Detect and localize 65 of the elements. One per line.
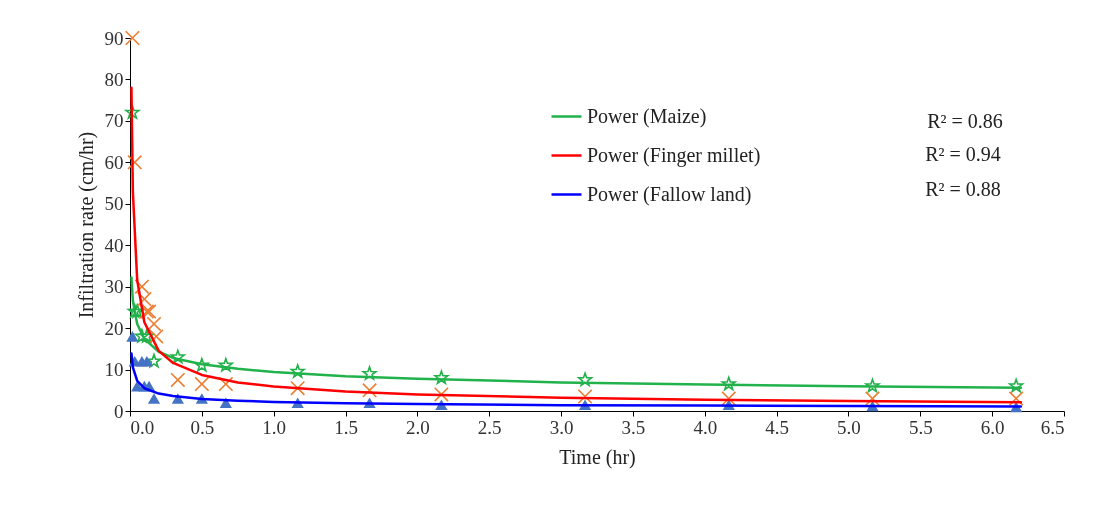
point xyxy=(127,154,143,170)
y-tick-label: 50 xyxy=(104,193,124,215)
point xyxy=(147,393,161,404)
legend-label: Power (Fallow land) xyxy=(587,182,752,206)
y-tick-label: 70 xyxy=(104,110,124,132)
x-tick-label: 6.0 xyxy=(980,416,1005,438)
point xyxy=(290,364,305,378)
point xyxy=(1008,378,1024,393)
x-axis-title: Time (hr) xyxy=(559,445,636,469)
point xyxy=(290,380,306,396)
point xyxy=(864,391,880,407)
legend-label: Power (Maize) xyxy=(587,104,707,128)
x-tick-label: 5.0 xyxy=(837,416,861,438)
x-tick-label: 2.5 xyxy=(477,416,502,438)
y-tick-label: 80 xyxy=(104,68,124,90)
point xyxy=(170,349,186,364)
annotation: R² = 0.88 xyxy=(925,178,1001,200)
y-tick-label: 10 xyxy=(104,359,124,381)
x-tick-label: 1.0 xyxy=(262,416,287,438)
point xyxy=(139,328,154,343)
point xyxy=(194,376,210,392)
point xyxy=(126,331,139,342)
y-tick-label: 0 xyxy=(114,400,124,422)
point xyxy=(721,376,736,391)
y-tick-label: 90 xyxy=(104,27,124,49)
legend-label: Power (Finger millet) xyxy=(587,143,761,167)
point xyxy=(124,30,140,46)
y-tick-label: 20 xyxy=(104,317,124,339)
x-tick-label: 3.0 xyxy=(549,416,574,438)
x-tick-label: 2.0 xyxy=(406,416,430,438)
y-tick-label: 30 xyxy=(104,276,124,298)
point xyxy=(362,366,377,380)
point xyxy=(865,378,880,393)
point xyxy=(577,372,593,387)
x-tick-label: 4.5 xyxy=(765,416,789,438)
annotation: R² = 0.86 xyxy=(927,110,1003,132)
x-tick-label: 0.0 xyxy=(130,416,155,438)
point xyxy=(194,357,210,372)
point xyxy=(125,105,140,119)
annotation: R² = 0.94 xyxy=(925,143,1001,165)
point xyxy=(1008,391,1024,407)
y-tick-label: 60 xyxy=(104,151,124,173)
point xyxy=(362,382,378,398)
y-axis-title: Infiltration rate (cm/hr) xyxy=(74,131,98,319)
point xyxy=(218,357,234,372)
x-tick-label: 0.5 xyxy=(190,416,215,438)
x-tick-label: 3.5 xyxy=(621,416,646,438)
point xyxy=(146,316,162,332)
x-tick-label: 5.5 xyxy=(908,416,933,438)
point xyxy=(170,372,186,388)
point xyxy=(721,391,737,407)
point xyxy=(140,355,153,367)
x-tick-label: 6.5 xyxy=(1040,416,1065,438)
point xyxy=(577,388,593,404)
x-tick-label: 1.5 xyxy=(334,416,358,438)
point xyxy=(433,386,449,402)
point xyxy=(134,279,150,295)
point xyxy=(148,328,164,344)
point xyxy=(218,376,234,392)
point xyxy=(136,291,152,307)
point xyxy=(434,370,449,385)
x-tick-label: 4.0 xyxy=(693,416,718,438)
point xyxy=(134,328,150,343)
y-tick-label: 40 xyxy=(104,234,124,256)
point xyxy=(146,353,162,368)
